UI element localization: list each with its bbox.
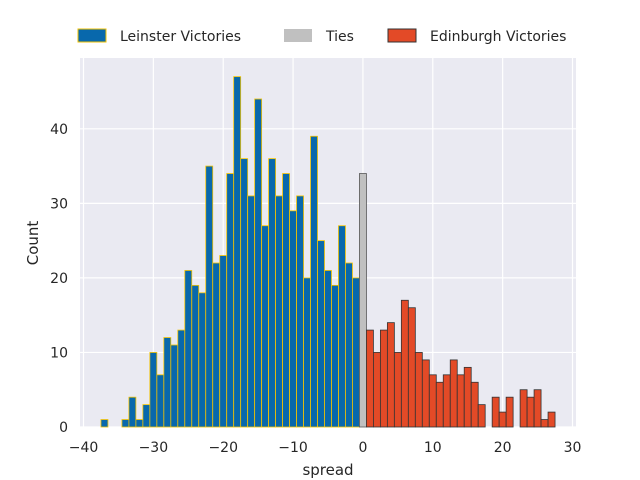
y-tick-label: 20 bbox=[50, 271, 68, 287]
bar-edinburgh bbox=[421, 359, 430, 428]
bar-edinburgh bbox=[428, 374, 437, 428]
bar-leinster bbox=[142, 404, 151, 428]
legend-label-ties: Ties bbox=[325, 29, 354, 45]
bar-leinster bbox=[296, 195, 304, 428]
x-tick-label: 30 bbox=[564, 440, 582, 456]
bar-leinster bbox=[128, 396, 137, 428]
y-tick-label: 40 bbox=[50, 122, 68, 138]
bar-leinster bbox=[219, 255, 228, 428]
bar-leinster bbox=[191, 284, 200, 428]
bar-leinster bbox=[261, 225, 270, 428]
x-tick-label: 20 bbox=[494, 440, 512, 456]
bar-edinburgh bbox=[407, 307, 416, 428]
x-tick-label: 0 bbox=[358, 440, 367, 456]
bar-leinster bbox=[240, 158, 249, 428]
legend-swatch-ties bbox=[284, 29, 312, 42]
legend-swatch-leinster bbox=[77, 28, 107, 43]
bar-edinburgh bbox=[449, 359, 458, 428]
legend-swatch-edinburgh bbox=[387, 28, 417, 43]
bar-ties bbox=[359, 173, 367, 428]
bar-edinburgh bbox=[456, 374, 465, 428]
bar-leinster bbox=[352, 277, 360, 428]
bar-leinster bbox=[233, 76, 242, 428]
bar-leinster bbox=[198, 292, 207, 428]
x-tick-label: −40 bbox=[69, 440, 99, 456]
x-tick-labels: −40 −30 −20 −10 0 10 20 30 bbox=[69, 440, 582, 456]
bar-edinburgh bbox=[400, 299, 409, 428]
y-axis-label: Count bbox=[24, 221, 42, 266]
bar-leinster bbox=[226, 173, 235, 428]
bar-leinster bbox=[324, 270, 332, 428]
bar-leinster bbox=[205, 165, 214, 428]
bar-leinster bbox=[149, 352, 158, 428]
y-tick-label: 0 bbox=[59, 420, 68, 436]
bar-leinster bbox=[254, 98, 263, 428]
x-tick-label: −10 bbox=[278, 440, 308, 456]
bar-leinster bbox=[100, 419, 109, 428]
bar-leinster bbox=[135, 419, 144, 428]
bar-leinster bbox=[289, 210, 297, 428]
bar-edinburgh bbox=[498, 411, 507, 428]
bar-edinburgh bbox=[379, 329, 388, 428]
bar-leinster bbox=[331, 284, 339, 428]
bar-edinburgh bbox=[491, 396, 500, 428]
bar-edinburgh bbox=[414, 352, 423, 428]
bar-leinster bbox=[247, 195, 256, 428]
bar-leinster bbox=[163, 337, 172, 428]
y-tick-label: 30 bbox=[50, 196, 68, 212]
bar-edinburgh bbox=[519, 389, 528, 428]
bar-leinster bbox=[184, 270, 193, 428]
bar-leinster bbox=[121, 419, 130, 428]
bar-edinburgh bbox=[393, 352, 402, 428]
bar-edinburgh bbox=[505, 396, 514, 428]
legend-label-leinster: Leinster Victories bbox=[120, 29, 241, 45]
bar-leinster bbox=[212, 262, 221, 428]
bar-edinburgh bbox=[386, 322, 395, 428]
x-axis-label: spread bbox=[302, 461, 353, 479]
bar-leinster bbox=[177, 329, 186, 428]
bar-leinster bbox=[268, 158, 277, 428]
bar-edinburgh bbox=[373, 352, 381, 428]
x-tick-label: −30 bbox=[139, 440, 169, 456]
bar-edinburgh bbox=[463, 366, 472, 428]
bar-leinster bbox=[345, 262, 353, 428]
x-tick-label: 10 bbox=[424, 440, 442, 456]
bar-edinburgh bbox=[442, 374, 451, 428]
bar-edinburgh bbox=[435, 381, 444, 428]
bar-edinburgh bbox=[477, 404, 486, 428]
bar-edinburgh bbox=[526, 396, 535, 428]
bar-leinster bbox=[156, 374, 165, 428]
bar-leinster bbox=[310, 135, 318, 428]
bars-group bbox=[100, 76, 556, 428]
bar-edinburgh bbox=[540, 419, 549, 428]
bar-leinster bbox=[170, 344, 179, 428]
y-tick-labels: 0 10 20 30 40 bbox=[50, 122, 68, 436]
bar-leinster bbox=[282, 173, 290, 428]
bar-leinster bbox=[303, 277, 311, 428]
bar-leinster bbox=[317, 240, 325, 428]
bar-edinburgh bbox=[366, 329, 374, 428]
legend-label-edinburgh: Edinburgh Victories bbox=[430, 29, 566, 45]
bar-edinburgh bbox=[470, 381, 479, 428]
legend: Leinster Victories Ties Edinburgh Victor… bbox=[77, 28, 566, 45]
y-tick-label: 10 bbox=[50, 345, 68, 361]
bar-edinburgh bbox=[533, 389, 542, 428]
bar-leinster bbox=[338, 225, 346, 428]
bar-edinburgh bbox=[547, 411, 556, 428]
x-tick-label: −20 bbox=[208, 440, 238, 456]
bar-leinster bbox=[275, 195, 283, 428]
